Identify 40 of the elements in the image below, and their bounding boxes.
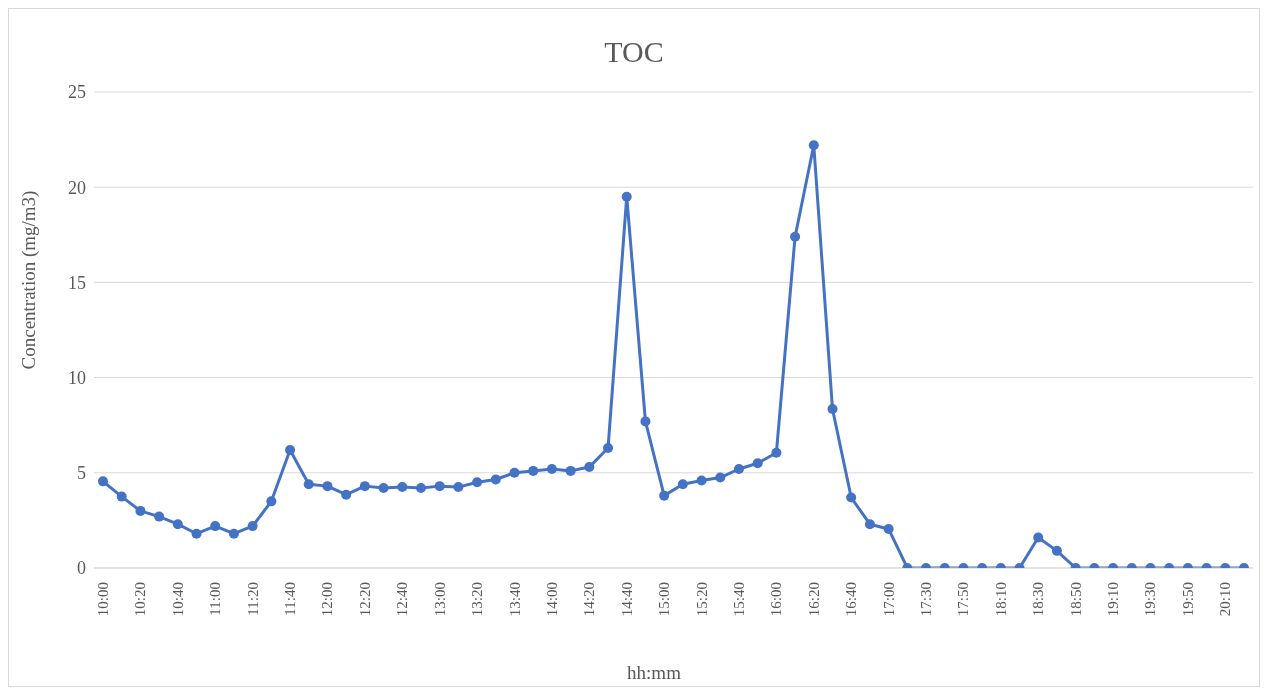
x-tick-label: 10:00 xyxy=(95,582,111,617)
x-tick-label: 15:40 xyxy=(730,582,747,617)
x-tick-label: 18:10 xyxy=(992,582,1009,617)
x-tick-label: 17:50 xyxy=(955,582,972,617)
x-tick-label: 14:40 xyxy=(618,582,635,617)
y-tick-label: 0 xyxy=(77,558,86,579)
x-tick-label: 18:50 xyxy=(1067,582,1084,617)
x-tick-label: 11:20 xyxy=(244,582,261,616)
x-tick-label: 13:40 xyxy=(506,582,523,617)
x-tick-label: 17:00 xyxy=(880,582,897,617)
x-axis-title: hh:mm xyxy=(626,662,682,684)
x-tick-label: 16:20 xyxy=(805,582,822,617)
x-tick-label: 10:40 xyxy=(169,582,186,617)
y-tick-label: 5 xyxy=(77,463,86,484)
x-tick-label: 14:20 xyxy=(581,582,598,617)
x-tick-label: 15:20 xyxy=(693,582,710,617)
y-tick-label: 20 xyxy=(68,177,86,198)
x-tick-label: 14:00 xyxy=(543,582,560,617)
x-tick-label: 15:00 xyxy=(656,582,673,617)
x-tick-label: 19:30 xyxy=(1142,582,1159,617)
x-tick-label: 13:00 xyxy=(431,582,448,617)
x-tick-label: 13:20 xyxy=(469,582,486,617)
x-tick-label: 19:50 xyxy=(1179,582,1196,617)
y-tick-label: 15 xyxy=(68,272,86,293)
x-tick-label: 11:40 xyxy=(282,582,299,616)
x-tick-label: 17:30 xyxy=(918,582,935,617)
y-axis-title: Concentration (mg/m3) xyxy=(18,189,40,372)
x-tick-label: 19:10 xyxy=(1105,582,1122,617)
x-tick-label: 16:00 xyxy=(768,582,785,617)
x-tick-label: 20:10 xyxy=(1217,582,1234,617)
x-tick-label: 11:00 xyxy=(207,582,224,616)
x-tick-label: 16:40 xyxy=(843,582,860,617)
y-tick-label: 25 xyxy=(68,82,86,103)
x-tick-label: 12:20 xyxy=(356,582,373,617)
y-tick-label: 10 xyxy=(68,367,86,388)
chart-title: TOC xyxy=(603,35,665,69)
x-tick-label: 18:30 xyxy=(1030,582,1047,617)
x-tick-label: 12:00 xyxy=(319,582,336,617)
x-tick-label: 10:20 xyxy=(132,582,149,617)
x-tick-label: 12:40 xyxy=(394,582,411,617)
